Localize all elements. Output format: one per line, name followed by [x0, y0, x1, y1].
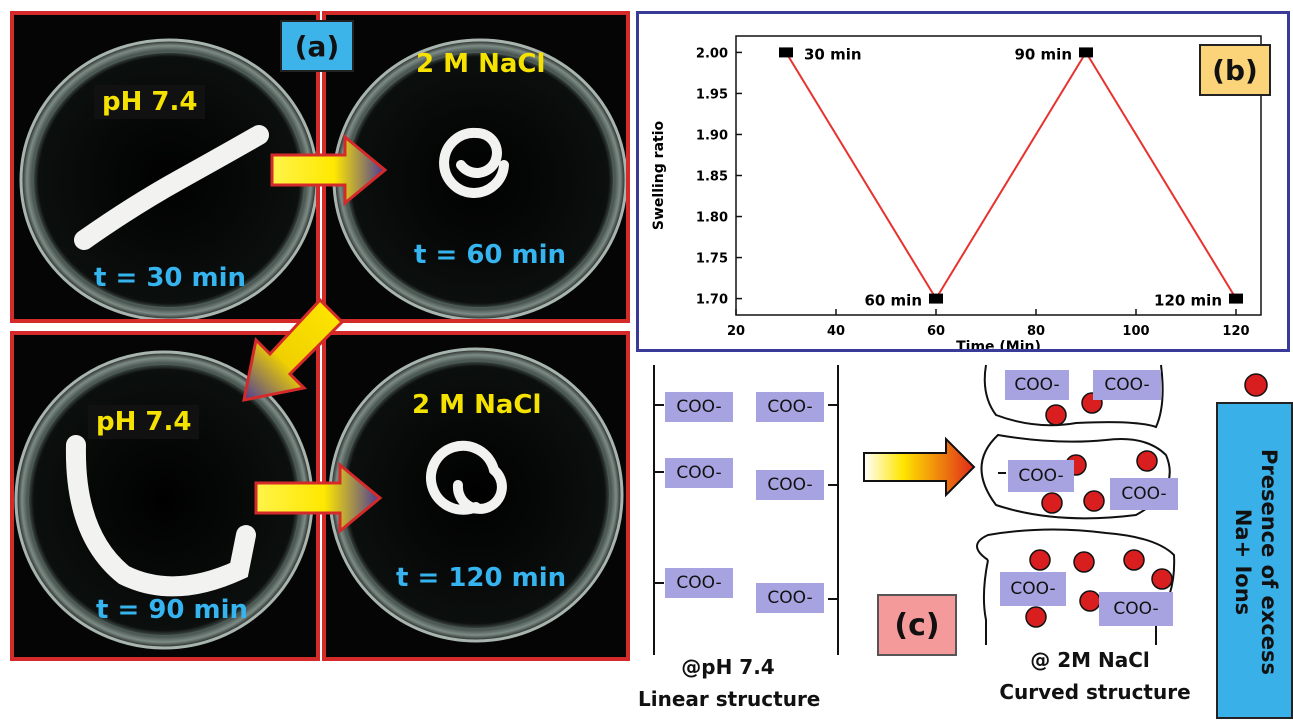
transition-arrow-icon: [863, 436, 976, 498]
y-tick-label: 1.95: [696, 87, 728, 102]
data-point-marker: [929, 293, 943, 304]
panel-b-chart-frame: 20 40 60 80 100 120 1.70 1.75 1.80 1.85 1.90 1.95 2.…: [636, 11, 1290, 355]
legend-line-1: Presence of excess: [1257, 448, 1281, 676]
x-tick-label: 80: [1027, 324, 1045, 339]
carboxylate-group: COO-: [756, 583, 824, 613]
condition-label: 2 M NaCl: [412, 390, 542, 420]
condition-label: pH 7.4: [88, 405, 200, 439]
data-point-marker: [779, 47, 793, 58]
photo-cell-2: 2 M NaCl t = 60 min: [322, 11, 630, 323]
carboxylate-group: COO-: [756, 392, 824, 422]
curved-chain-bottom-left: [982, 559, 989, 645]
data-point-label: 120 min: [1154, 292, 1222, 310]
data-point-marker: [1079, 47, 1093, 58]
legend-box: Presence of excess Na+ Ions: [1216, 402, 1293, 719]
carboxylate-group: COO-: [665, 392, 733, 422]
sodium-ion-icon: [1151, 568, 1173, 590]
data-point-label: 30 min: [804, 45, 862, 63]
right-caption-structure: Curved structure: [999, 680, 1191, 704]
time-label: t = 120 min: [396, 563, 567, 593]
time-label: t = 30 min: [94, 263, 247, 293]
panel-c-tag: (c): [877, 594, 957, 656]
right-arrow-icon: [254, 461, 383, 535]
condition-label: pH 7.4: [94, 85, 206, 119]
panel-c-schematic: [653, 364, 1268, 655]
carboxylate-group: COO-: [1005, 370, 1069, 400]
carboxylate-group: COO-: [1008, 460, 1074, 492]
condition-label: 2 M NaCl: [416, 49, 546, 79]
series-line: [785, 50, 1237, 301]
data-point-label: 60 min: [864, 292, 922, 310]
right-arrow-icon: [270, 133, 388, 207]
plot-area-frame: [735, 35, 1262, 316]
curved-chain-top: [983, 364, 1164, 429]
curved-chain-bottom: [976, 528, 1176, 645]
time-label: t = 90 min: [96, 595, 249, 625]
swelling-ratio-chart: 20 40 60 80 100 120 1.70 1.75 1.80 1.85 1.90 1.95 2.…: [651, 35, 1262, 355]
sodium-ion-icon: [1073, 551, 1095, 573]
carboxylate-group: COO-: [1110, 478, 1178, 510]
carboxylate-group: COO-: [756, 470, 824, 500]
sodium-ion-icon: [1079, 590, 1101, 612]
photo-cell-1: pH 7.4 t = 30 min: [10, 11, 320, 323]
sodium-ion-icon: [1045, 404, 1067, 426]
legend-line-2: Na+ Ions: [1231, 508, 1255, 616]
y-tick-label: 1.80: [696, 211, 728, 226]
y-tick-label: 1.75: [696, 252, 728, 267]
sodium-ion-icon: [1136, 450, 1158, 472]
panel-a-tag: (a): [280, 20, 354, 72]
right-caption-condition: @ 2M NaCl: [1030, 648, 1150, 672]
carboxylate-group: COO-: [665, 458, 733, 488]
data-point-marker: [1229, 293, 1243, 304]
y-tick-label: 1.70: [696, 293, 728, 308]
y-axis-label: Swelling ratio: [651, 121, 667, 231]
carboxylate-group: COO-: [665, 568, 733, 598]
y-tick-label: 1.90: [696, 128, 728, 143]
time-label: t = 60 min: [414, 240, 567, 270]
x-tick-label: 120: [1222, 324, 1249, 339]
carboxylate-group: COO-: [1000, 572, 1066, 606]
sodium-ion-icon: [1244, 373, 1268, 397]
left-caption-structure: Linear structure: [638, 687, 821, 711]
y-tick-label: 2.00: [696, 46, 728, 61]
sodium-ion-icon: [1025, 606, 1047, 628]
x-tick-label: 40: [827, 324, 845, 339]
panel-b-tag: (b): [1199, 44, 1271, 96]
sodium-ion-icon: [1041, 492, 1063, 514]
sodium-ion-icon: [1083, 490, 1105, 512]
photo-cell-3: pH 7.4 t = 90 min: [10, 331, 320, 661]
x-tick-label: 100: [1122, 324, 1149, 339]
down-left-arrow-icon: [242, 297, 345, 402]
sodium-ion-group: [1025, 372, 1268, 628]
x-axis-label: Time (Min): [956, 339, 1041, 349]
x-tick-label: 20: [727, 324, 745, 339]
carboxylate-group: COO-: [1093, 370, 1161, 400]
left-caption-condition: @pH 7.4: [681, 655, 775, 679]
data-point-label: 90 min: [1014, 45, 1072, 63]
sodium-ion-icon: [1029, 549, 1051, 571]
y-tick-label: 1.85: [696, 170, 728, 185]
carboxylate-group: COO-: [1099, 592, 1173, 626]
panel-a-arrows: [242, 133, 388, 535]
petri-dish-photo: [328, 347, 624, 643]
x-tick-label: 60: [927, 324, 945, 339]
sodium-ion-icon: [1123, 549, 1145, 571]
